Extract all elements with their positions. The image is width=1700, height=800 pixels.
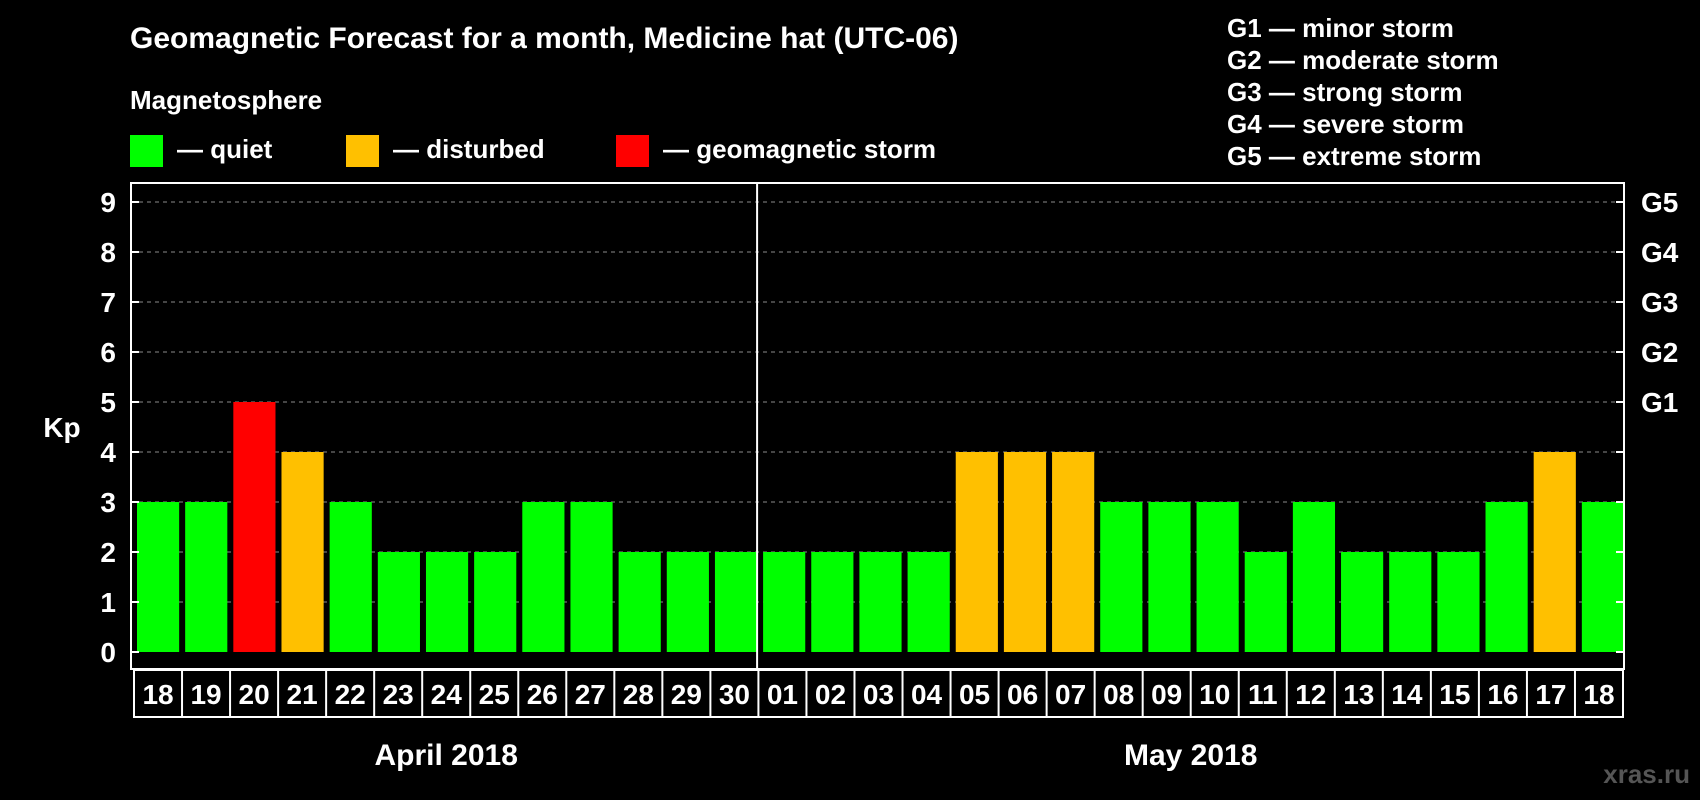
day-label-18: 06: [1007, 679, 1038, 710]
bar-0: [137, 502, 180, 652]
bar-22: [1196, 502, 1239, 652]
day-label-10: 28: [623, 679, 654, 710]
y-tick-label-9: 9: [100, 187, 116, 218]
bar-5: [377, 552, 420, 652]
bar-30: [1581, 502, 1624, 652]
right-tick-label-G3: G3: [1641, 287, 1678, 318]
y-tick-label-7: 7: [100, 287, 116, 318]
day-label-4: 22: [335, 679, 366, 710]
bar-13: [763, 552, 806, 652]
bar-8: [522, 502, 565, 652]
bar-6: [425, 552, 469, 652]
storm-scale-item-3: G4 — severe storm: [1227, 109, 1464, 139]
bar-25: [1341, 552, 1384, 652]
bar-7: [474, 552, 517, 652]
day-label-30: 18: [1583, 679, 1614, 710]
right-tick-label-G4: G4: [1641, 237, 1679, 268]
bar-19: [1052, 452, 1095, 652]
day-label-21: 09: [1151, 679, 1182, 710]
right-tick-label-G1: G1: [1641, 387, 1678, 418]
day-label-14: 02: [815, 679, 846, 710]
month-label-1: May 2018: [1124, 739, 1257, 772]
y-tick-label-6: 6: [100, 337, 116, 368]
legend-swatch-2: [616, 135, 649, 167]
bar-3: [281, 452, 324, 652]
month-label-0: April 2018: [374, 739, 517, 772]
storm-scale-item-4: G5 — extreme storm: [1227, 141, 1481, 171]
day-label-28: 16: [1487, 679, 1518, 710]
day-label-1: 19: [190, 679, 221, 710]
bar-26: [1389, 552, 1432, 652]
bar-24: [1292, 502, 1336, 652]
day-label-22: 10: [1199, 679, 1230, 710]
y-axis-label: Kp: [43, 412, 80, 443]
chart-title: Geomagnetic Forecast for a month, Medici…: [130, 22, 958, 55]
day-label-12: 30: [719, 679, 750, 710]
bar-21: [1148, 502, 1191, 652]
legend-label-0: — quiet: [177, 134, 273, 164]
day-label-9: 27: [575, 679, 606, 710]
day-label-15: 03: [863, 679, 894, 710]
y-tick-label-4: 4: [100, 437, 116, 468]
bar-27: [1437, 552, 1480, 652]
day-label-17: 05: [959, 679, 990, 710]
bar-28: [1485, 502, 1528, 652]
bar-10: [618, 552, 661, 652]
legend-label-1: — disturbed: [393, 134, 545, 164]
storm-scale-item-1: G2 — moderate storm: [1227, 45, 1499, 75]
day-label-27: 15: [1439, 679, 1470, 710]
day-label-29: 17: [1535, 679, 1566, 710]
day-axis-frame: [133, 669, 1624, 718]
day-label-19: 07: [1055, 679, 1086, 710]
bar-16: [907, 552, 950, 652]
bar-20: [1100, 502, 1143, 652]
right-tick-label-G2: G2: [1641, 337, 1678, 368]
storm-scale-item-0: G1 — minor storm: [1227, 13, 1454, 43]
day-label-2: 20: [239, 679, 270, 710]
bar-29: [1533, 452, 1576, 652]
day-label-25: 13: [1343, 679, 1374, 710]
bar-23: [1244, 552, 1287, 652]
y-tick-label-2: 2: [100, 537, 116, 568]
bar-4: [329, 502, 372, 652]
day-label-23: 11: [1248, 679, 1278, 710]
legend-heading: Magnetosphere: [130, 85, 322, 115]
day-label-5: 23: [383, 679, 414, 710]
y-tick-label-5: 5: [100, 387, 116, 418]
bar-17: [955, 452, 998, 652]
day-label-16: 04: [911, 679, 943, 710]
legend-swatch-0: [130, 135, 163, 167]
day-label-20: 08: [1103, 679, 1134, 710]
legend-swatch-1: [346, 135, 379, 167]
bar-2: [233, 402, 276, 652]
y-tick-label-0: 0: [100, 637, 116, 668]
legend-label-2: — geomagnetic storm: [663, 134, 936, 164]
day-label-8: 26: [527, 679, 558, 710]
bar-15: [859, 552, 902, 652]
bar-12: [714, 552, 758, 652]
bar-9: [570, 502, 613, 652]
bar-1: [185, 502, 228, 652]
y-tick-label-8: 8: [100, 237, 116, 268]
day-label-7: 25: [479, 679, 510, 710]
day-label-3: 21: [287, 679, 318, 710]
bar-14: [811, 552, 854, 652]
day-label-0: 18: [142, 679, 173, 710]
day-label-11: 29: [671, 679, 702, 710]
day-label-26: 14: [1391, 679, 1423, 710]
day-label-13: 01: [767, 679, 798, 710]
bar-11: [666, 552, 709, 652]
day-label-6: 24: [431, 679, 463, 710]
y-tick-label-1: 1: [100, 587, 116, 618]
bar-18: [1003, 452, 1047, 652]
storm-scale-item-2: G3 — strong storm: [1227, 77, 1462, 107]
y-tick-label-3: 3: [100, 487, 116, 518]
day-label-24: 12: [1295, 679, 1326, 710]
right-tick-label-G5: G5: [1641, 187, 1678, 218]
legend: — quiet — disturbed — geomagnetic storm: [130, 134, 936, 167]
credit-watermark: xras.ru: [1603, 759, 1690, 789]
